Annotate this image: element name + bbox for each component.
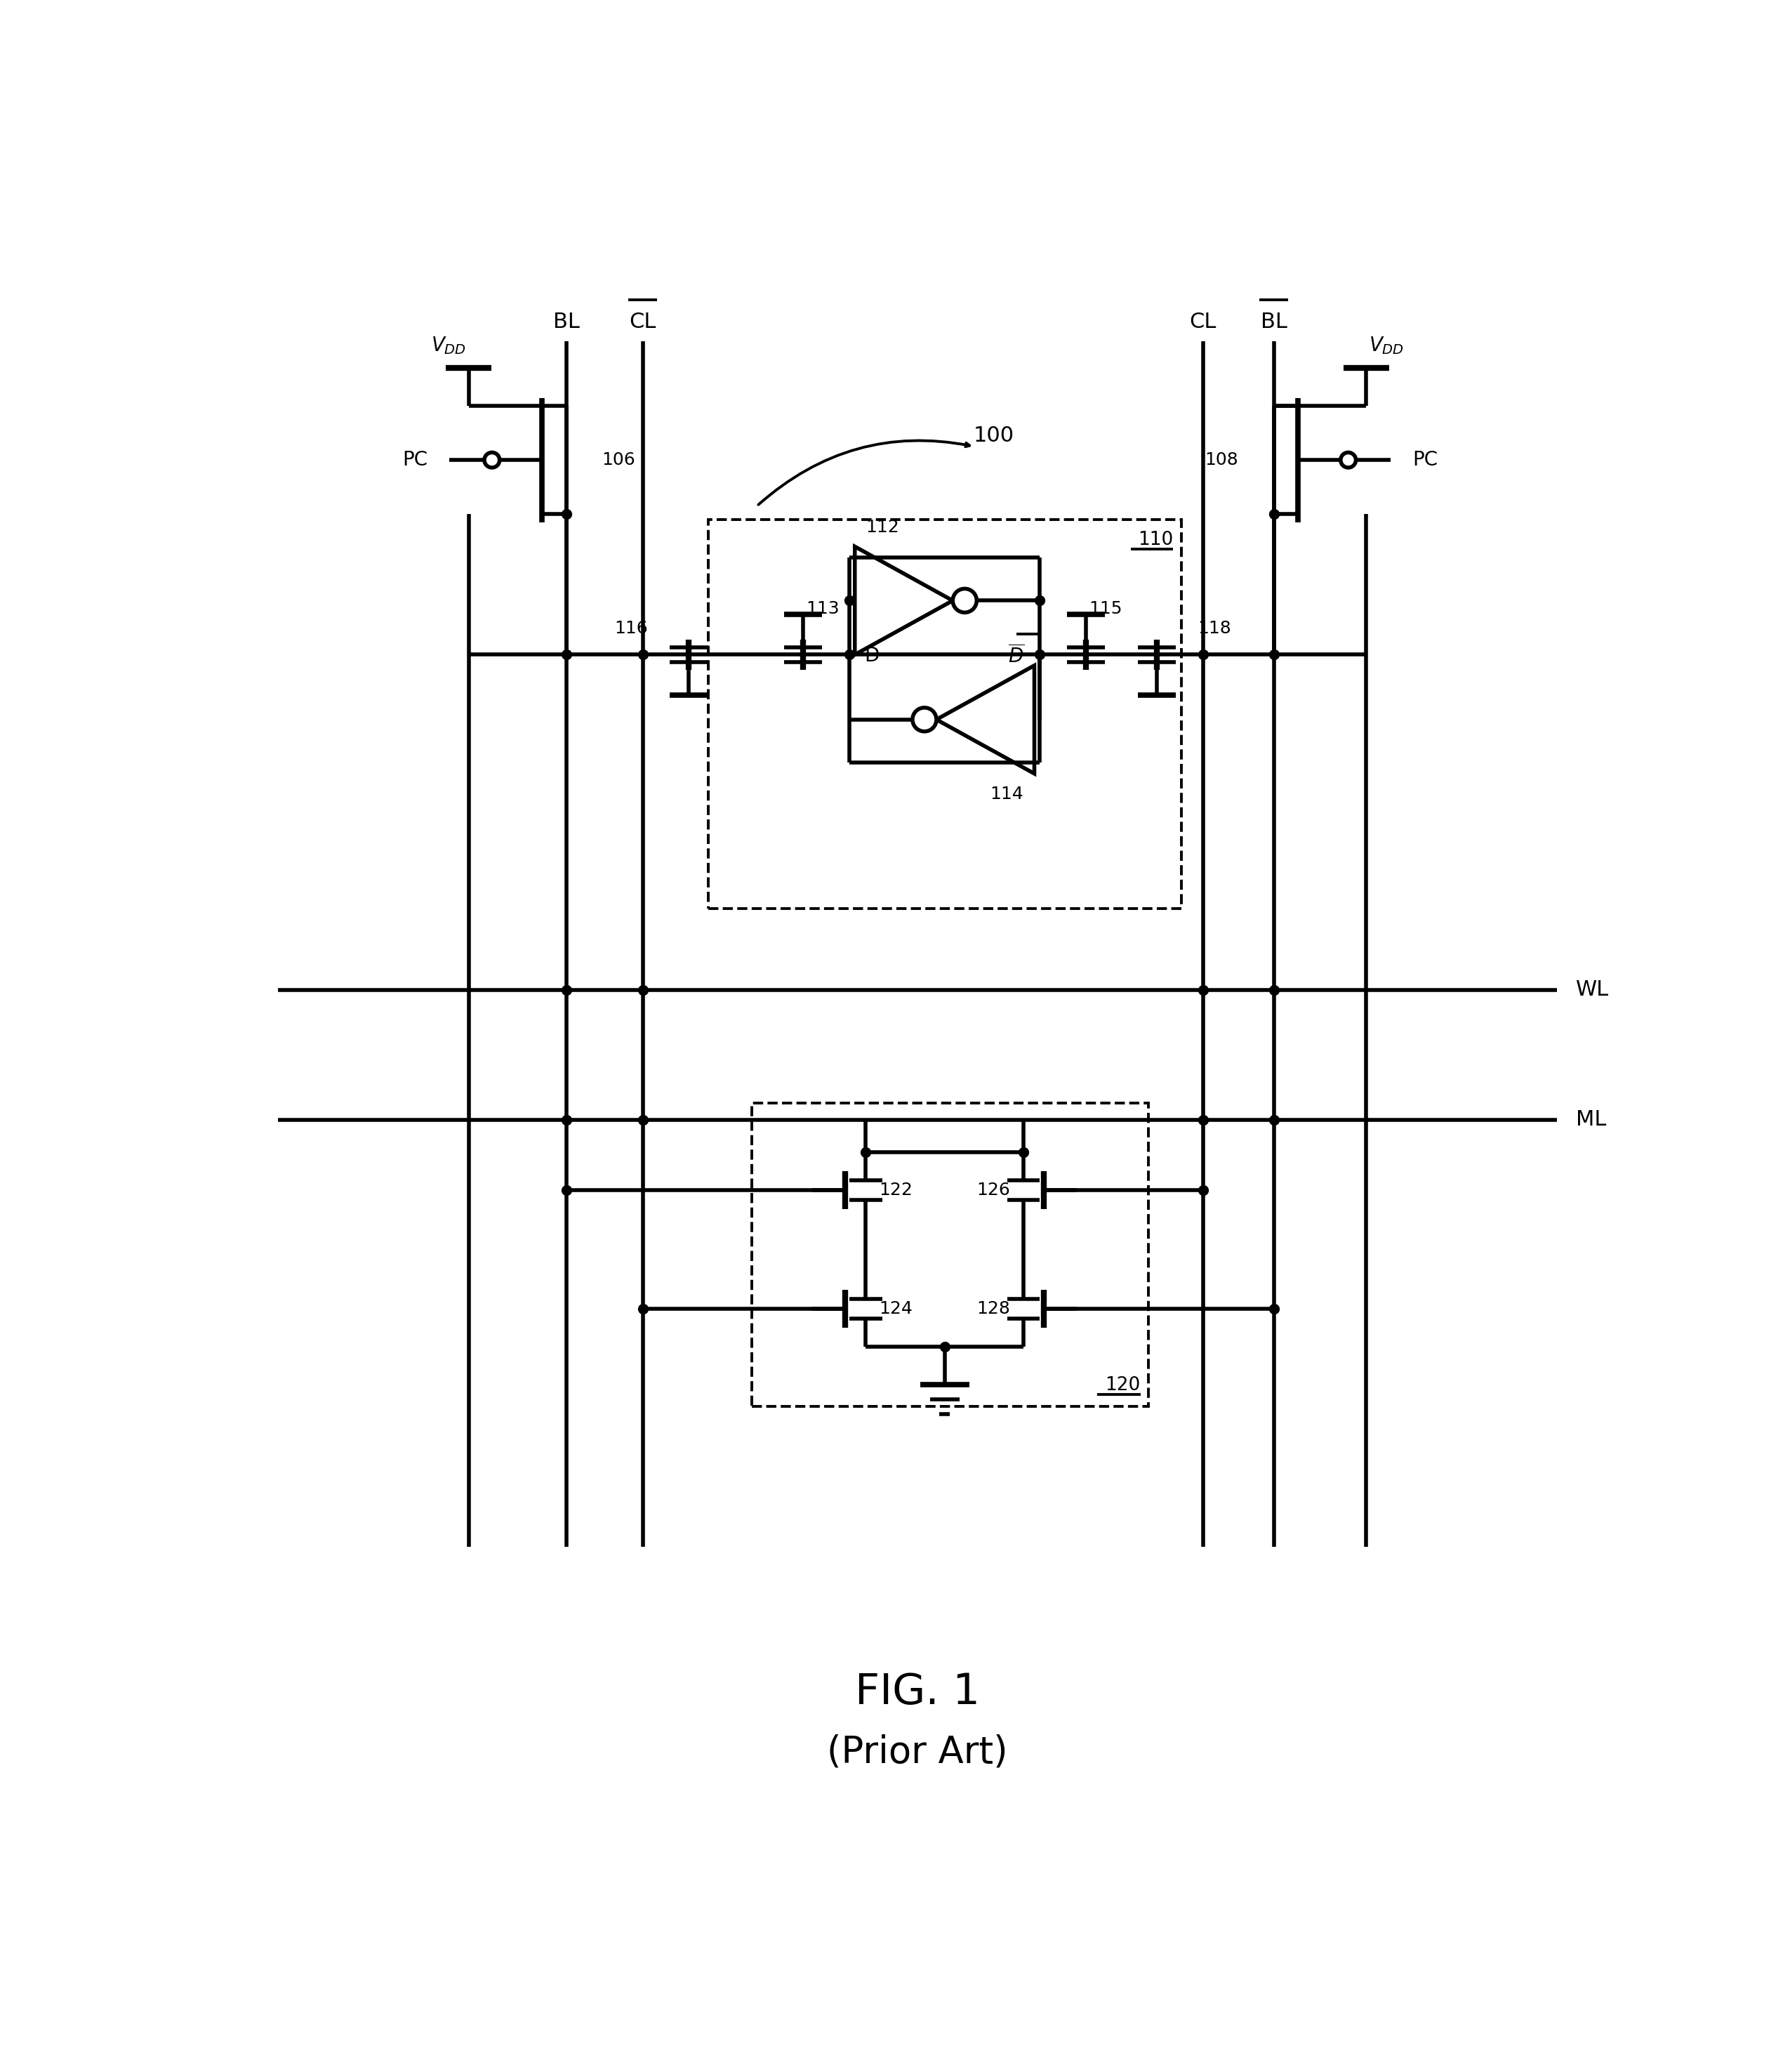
Bar [707,520,1181,910]
Text: $V_{DD}$: $V_{DD}$ [431,336,465,356]
Text: D: D [865,646,879,665]
Text: 124: 124 [879,1301,913,1318]
Text: 108: 108 [1205,452,1239,468]
Text: 112: 112 [866,520,899,537]
Text: CL: CL [628,313,657,332]
Text: 126: 126 [977,1181,1010,1198]
Text: 106: 106 [601,452,635,468]
Text: 114: 114 [990,785,1024,802]
Text: (Prior Art): (Prior Art) [827,1734,1008,1769]
Text: 122: 122 [879,1181,913,1198]
Circle shape [952,588,977,613]
Text: 128: 128 [977,1301,1010,1318]
Text: 116: 116 [614,620,648,636]
Text: PC: PC [1412,450,1437,470]
Text: 100: 100 [974,425,1013,445]
Text: BL: BL [553,313,580,332]
Circle shape [485,452,499,468]
Circle shape [1341,452,1355,468]
Text: WL: WL [1575,980,1609,1001]
Text: $V_{DD}$: $V_{DD}$ [1369,336,1403,356]
Circle shape [913,709,936,731]
Text: BL: BL [1260,313,1287,332]
Text: 115: 115 [1088,601,1122,617]
Text: 110: 110 [1138,530,1172,549]
Text: 118: 118 [1198,620,1232,636]
Text: CL: CL [1190,313,1217,332]
Bar [752,1104,1149,1407]
Text: 120: 120 [1104,1376,1140,1394]
Text: ML: ML [1575,1109,1606,1129]
Text: FIG. 1: FIG. 1 [856,1672,979,1714]
Text: 113: 113 [805,601,840,617]
Text: $\overline{D}$: $\overline{D}$ [1008,644,1024,667]
Text: PC: PC [403,450,428,470]
